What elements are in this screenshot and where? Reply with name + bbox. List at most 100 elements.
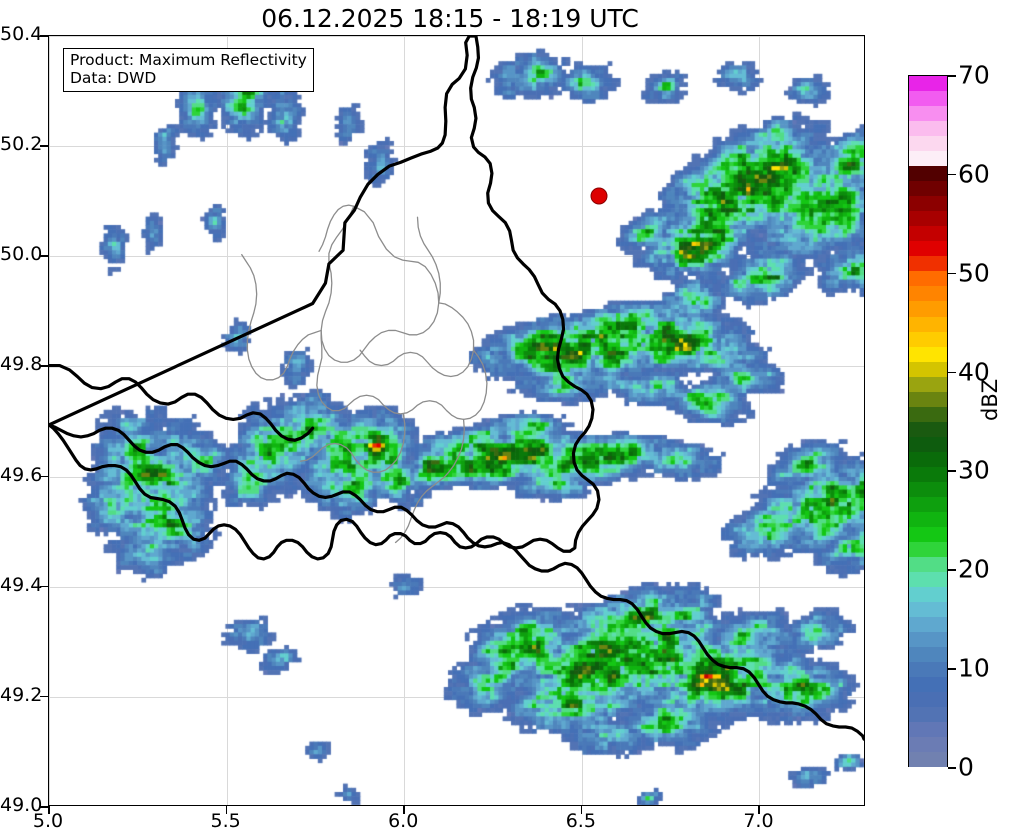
national-border-segment: [49, 423, 864, 741]
x-tick-mark: [225, 806, 228, 814]
colorbar-segment: [909, 286, 947, 302]
colorbar-tick-mark: [948, 371, 956, 374]
colorbar-segment: [909, 196, 947, 212]
colorbar-segment: [909, 617, 947, 633]
y-tick-mark: [40, 35, 48, 37]
y-tick-label: 49.0: [0, 794, 43, 816]
colorbar-tick-label: 0: [958, 752, 974, 782]
colorbar-tick-label: 50: [958, 258, 990, 288]
colorbar-label: dBZ: [978, 378, 1002, 421]
y-tick-label: 49.2: [0, 683, 43, 706]
colorbar-segment: [909, 737, 947, 753]
district-border-segment: [241, 253, 322, 381]
colorbar-segment: [909, 256, 947, 272]
x-tick-label: 6.5: [565, 810, 596, 832]
colorbar-tick-label: 10: [958, 653, 990, 683]
x-tick-label: 5.0: [32, 810, 64, 832]
colorbar-segment: [909, 331, 947, 347]
colorbar-segment: [909, 181, 947, 197]
colorbar-segment: [909, 436, 947, 452]
district-border-segment: [318, 204, 355, 252]
info-data-line: Data: DWD: [70, 69, 157, 88]
y-tick-mark: [40, 695, 48, 698]
colorbar-segment: [909, 226, 947, 242]
colorbar-segment: [909, 211, 947, 227]
colorbar-segment: [909, 241, 947, 257]
colorbar-segment: [909, 662, 947, 678]
y-tick-label: 50.0: [0, 243, 43, 266]
colorbar-tick-label: 40: [958, 357, 990, 387]
colorbar-tick-mark: [948, 668, 956, 670]
colorbar-segment: [909, 271, 947, 287]
y-tick-mark: [40, 145, 48, 147]
colorbar-segment: [909, 466, 947, 482]
district-border-segment: [299, 413, 406, 473]
reflectivity-raster: [49, 36, 864, 805]
colorbar-tick-mark: [948, 470, 956, 473]
colorbar-segment: [909, 91, 947, 107]
info-box: Product: Maximum Reflectivity Data: DWD: [63, 48, 314, 92]
colorbar-tick-label: 20: [958, 554, 990, 584]
district-border-segment: [416, 216, 441, 304]
colorbar[interactable]: [908, 75, 948, 768]
colorbar-segment: [909, 572, 947, 588]
colorbar-segment: [909, 557, 947, 573]
colorbar-tick-label: 30: [958, 455, 990, 485]
colorbar-tick-mark: [948, 75, 956, 77]
colorbar-segment: [909, 647, 947, 663]
colorbar-segment: [909, 602, 947, 618]
colorbar-tick-mark: [948, 767, 956, 769]
x-tick-mark: [48, 806, 50, 814]
colorbar-segment: [909, 511, 947, 527]
y-tick-mark: [40, 475, 48, 478]
y-tick-label: 49.4: [0, 573, 43, 596]
colorbar-segment: [909, 391, 947, 407]
colorbar-segment: [909, 496, 947, 512]
map-borders: [49, 36, 864, 741]
colorbar-segment: [909, 481, 947, 497]
colorbar-segment: [909, 526, 947, 542]
y-tick-mark: [40, 365, 48, 368]
colorbar-segment: [909, 376, 947, 392]
x-tick-label: 5.5: [210, 810, 241, 832]
colorbar-segment: [909, 151, 947, 167]
colorbar-segment: [909, 406, 947, 422]
info-product-line: Product: Maximum Reflectivity: [70, 51, 307, 69]
colorbar-segment: [909, 752, 947, 768]
colorbar-segment: [909, 106, 947, 122]
colorbar-segment: [909, 346, 947, 362]
y-tick-label: 49.8: [0, 353, 43, 376]
colorbar-segment: [909, 316, 947, 332]
colorbar-tick-mark: [948, 272, 956, 275]
colorbar-segment: [909, 587, 947, 603]
colorbar-segment: [909, 722, 947, 738]
page-title: 06.12.2025 18:15 - 18:19 UTC: [261, 4, 639, 33]
colorbar-segment: [909, 707, 947, 723]
colorbar-tick-mark: [948, 569, 956, 571]
x-tick-mark: [403, 806, 405, 814]
colorbar-segment: [909, 76, 947, 92]
colorbar-segment: [909, 166, 947, 182]
district-border-segment: [320, 205, 440, 363]
y-tick-label: 49.6: [0, 463, 43, 486]
radar-map-plot[interactable]: Product: Maximum Reflectivity Data: DWD: [48, 35, 865, 806]
colorbar-segment: [909, 301, 947, 317]
y-tick-mark: [40, 806, 48, 808]
luxembourg-border: [49, 36, 601, 561]
y-tick-label: 50.2: [0, 133, 43, 156]
colorbar-segment: [909, 541, 947, 557]
national-border-segment: [49, 363, 315, 442]
colorbar-segment: [909, 121, 947, 137]
district-border-lines: [241, 204, 488, 544]
colorbar-segment: [909, 136, 947, 152]
colorbar-segment: [909, 632, 947, 648]
x-tick-label: 7.0: [743, 810, 774, 832]
colorbar-tick-label: 70: [958, 60, 990, 90]
colorbar-tick-label: 60: [958, 159, 990, 189]
colorbar-segment: [909, 421, 947, 437]
colorbar-segment: [909, 361, 947, 377]
radar-site-marker[interactable]: [590, 187, 608, 205]
colorbar-segment: [909, 677, 947, 693]
y-tick-label: 50.4: [0, 23, 43, 45]
country-border-lines: [49, 36, 864, 741]
